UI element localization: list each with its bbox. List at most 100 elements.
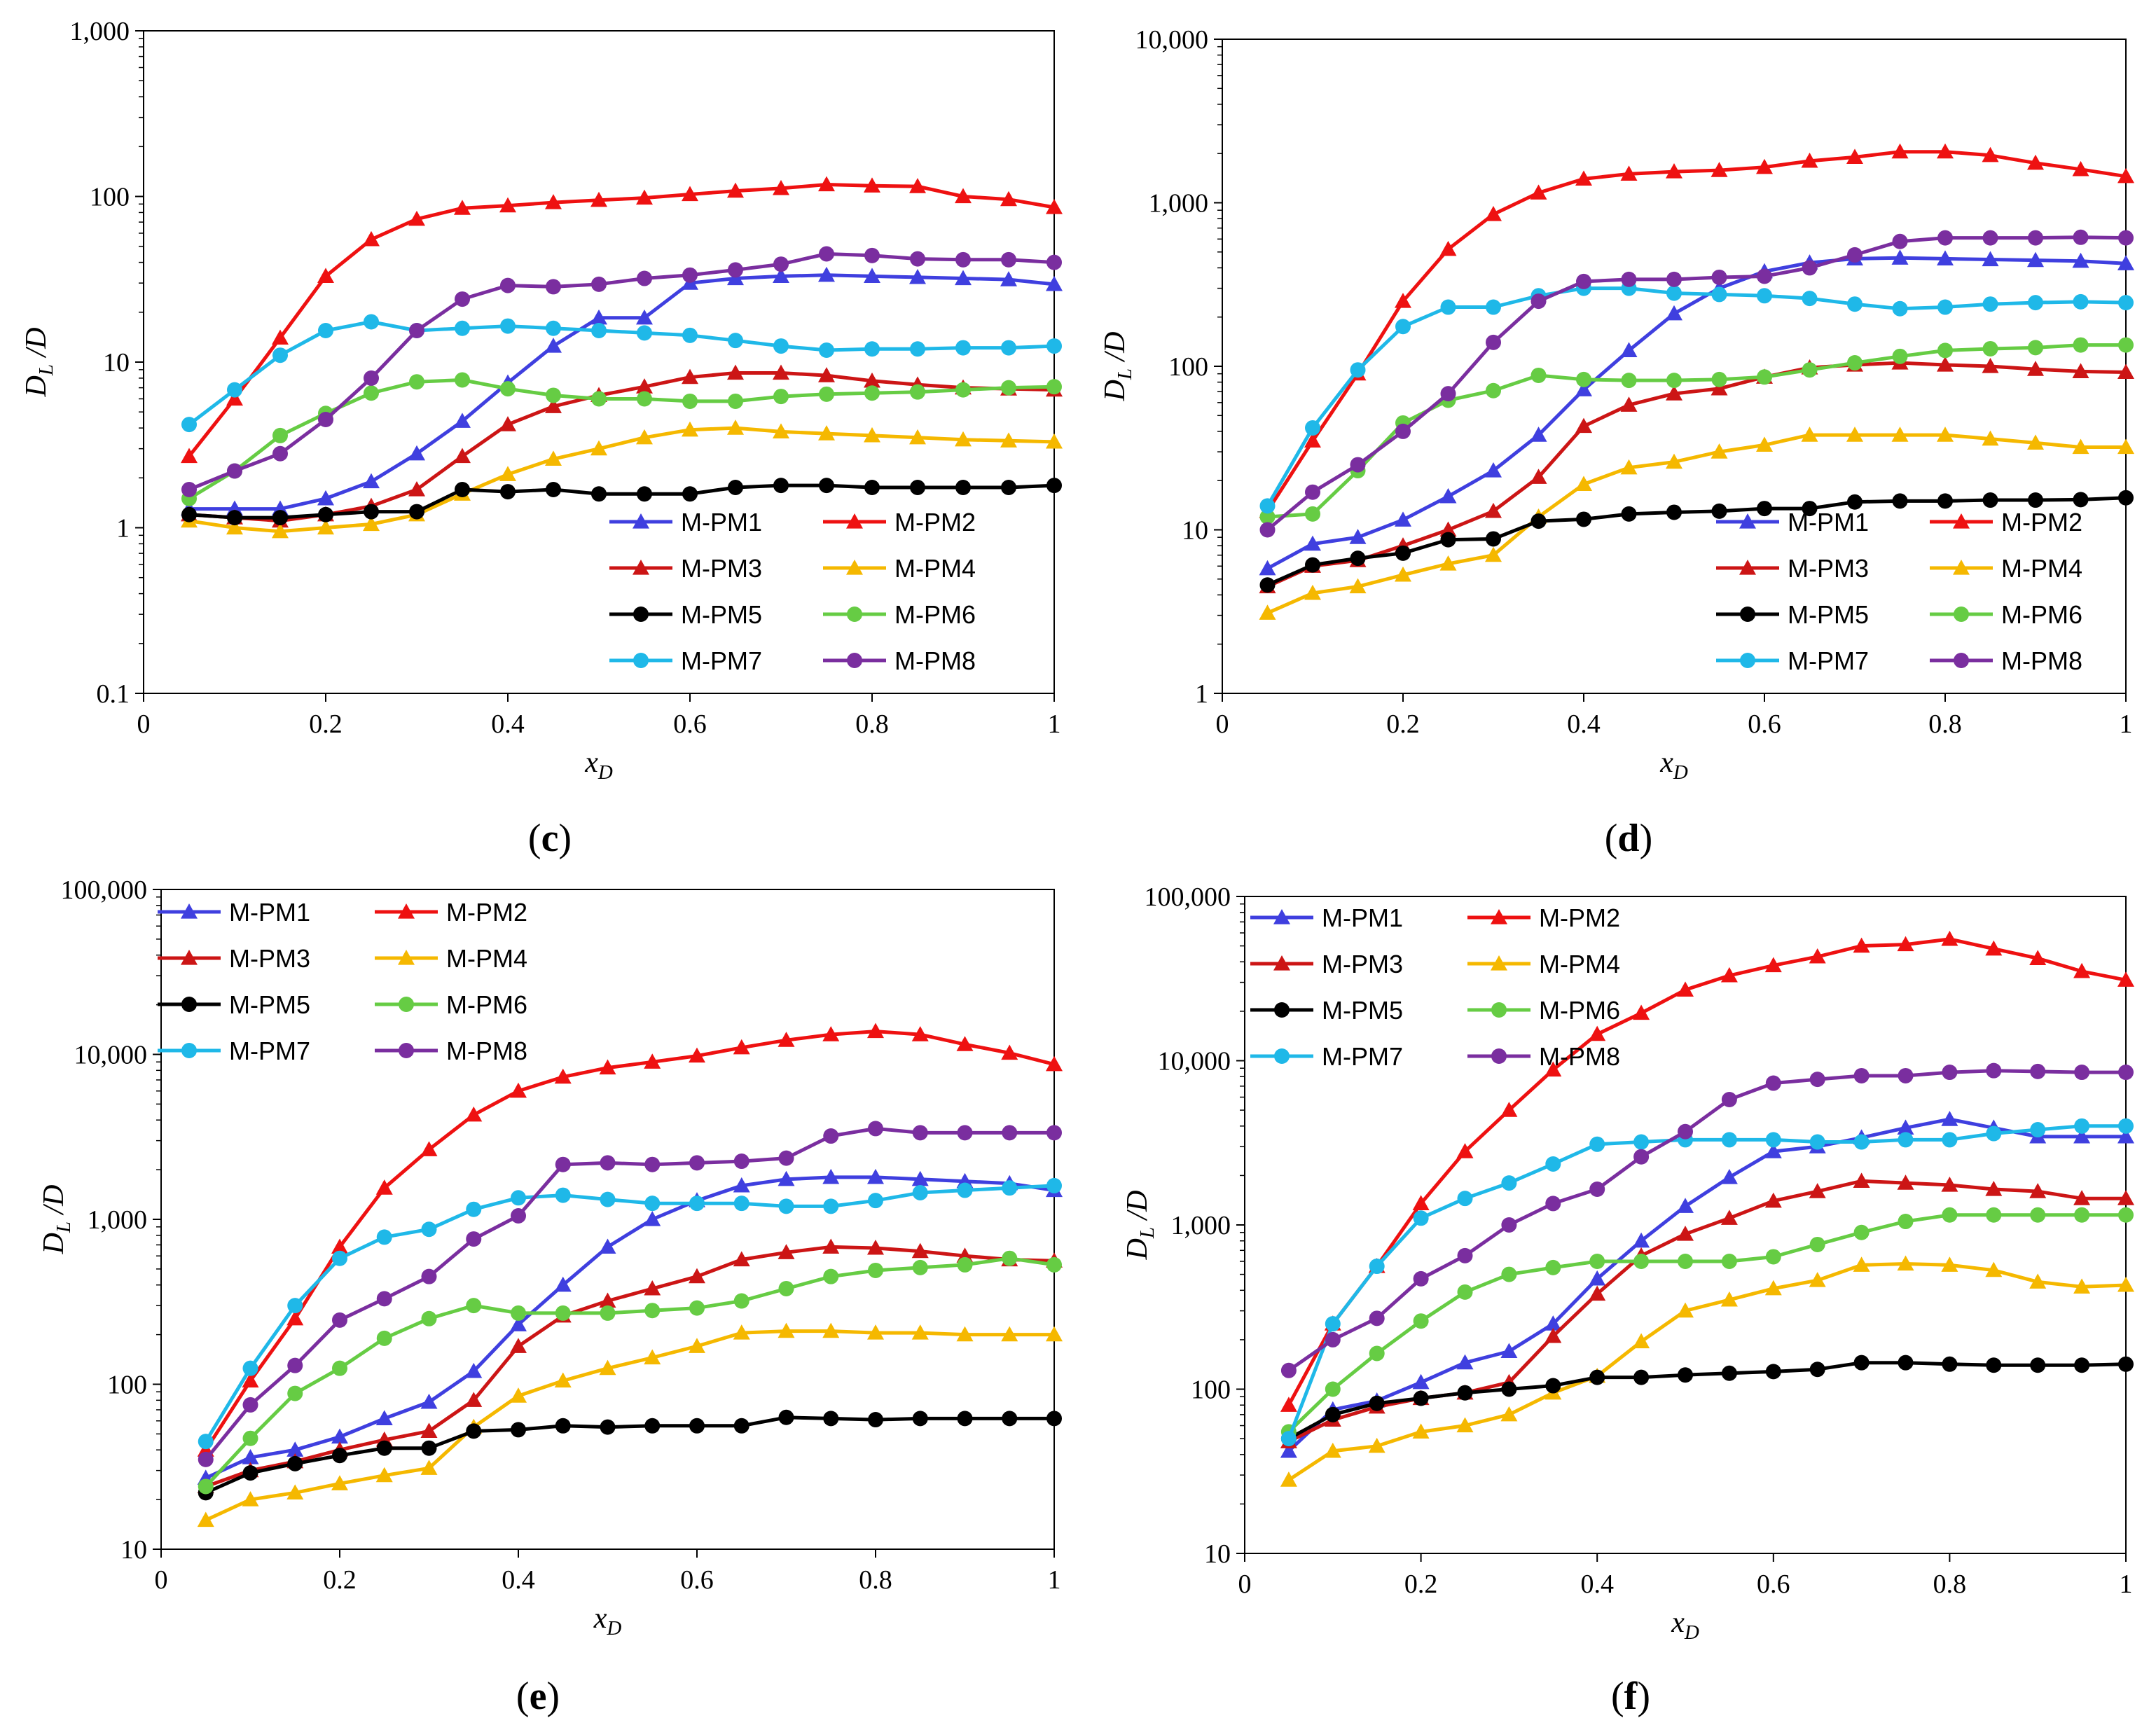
data-point xyxy=(363,230,380,247)
data-point xyxy=(421,1268,437,1284)
data-point xyxy=(590,309,607,325)
y-tick-label: 100 xyxy=(1168,352,1208,382)
data-point xyxy=(546,320,561,336)
legend-item: M-PM2 xyxy=(375,898,527,927)
series-line xyxy=(188,320,1055,427)
series-line xyxy=(1266,256,2127,570)
data-point xyxy=(1545,1327,1562,1343)
data-point xyxy=(226,390,243,406)
data-point xyxy=(1809,1134,1825,1150)
data-point xyxy=(2117,255,2134,270)
series-m-pm4 xyxy=(1259,427,2134,620)
data-point xyxy=(375,1410,393,1425)
data-point xyxy=(455,320,470,336)
data-point xyxy=(1530,293,1547,310)
data-point xyxy=(867,1168,884,1184)
data-point xyxy=(2027,154,2044,170)
data-point xyxy=(1046,1177,1062,1193)
legend-marker xyxy=(1954,607,1969,622)
data-point xyxy=(1439,521,1457,537)
data-point xyxy=(2072,438,2089,455)
data-point xyxy=(1046,275,1063,291)
data-point xyxy=(1633,1254,1650,1270)
legend-item: M-PM7 xyxy=(1250,1042,1403,1071)
legend-item: M-PM4 xyxy=(823,554,976,583)
data-point xyxy=(1259,604,1276,620)
data-point xyxy=(500,277,516,293)
legend-label: M-PM8 xyxy=(894,646,976,675)
data-point xyxy=(226,519,243,535)
data-point xyxy=(864,427,880,443)
data-point xyxy=(1937,356,1954,372)
data-point xyxy=(408,210,425,226)
data-point xyxy=(1937,230,1953,246)
data-point xyxy=(1666,285,1682,301)
y-tick-label: 1,000 xyxy=(70,17,130,46)
legend-item: M-PM6 xyxy=(1930,600,2082,629)
data-point xyxy=(1666,453,1682,469)
data-point xyxy=(272,347,288,363)
data-point xyxy=(822,1322,840,1338)
data-point xyxy=(1764,1192,1782,1208)
data-point xyxy=(599,1292,616,1308)
data-point xyxy=(910,480,925,496)
data-point xyxy=(1002,1125,1018,1141)
series-line xyxy=(188,183,1055,458)
data-point xyxy=(1802,260,1818,276)
data-point xyxy=(2118,295,2134,311)
data-point xyxy=(956,1326,974,1342)
data-point xyxy=(956,1036,974,1051)
data-point xyxy=(955,431,972,447)
series-m-pm6 xyxy=(1259,337,2134,525)
data-point xyxy=(455,291,470,307)
legend-label: M-PM5 xyxy=(1322,996,1403,1025)
data-point xyxy=(868,1412,883,1428)
data-point xyxy=(644,1053,661,1069)
data-point xyxy=(1941,1177,1958,1192)
data-point xyxy=(227,463,242,479)
legend-label: M-PM8 xyxy=(1539,1042,1620,1071)
data-point xyxy=(242,1430,258,1446)
data-point xyxy=(911,1026,929,1041)
data-point xyxy=(1325,1406,1341,1422)
data-point xyxy=(1937,342,1953,359)
legend-label: M-PM3 xyxy=(681,554,762,583)
legend-marker xyxy=(398,903,415,919)
data-point xyxy=(1046,254,1062,270)
data-point xyxy=(2028,230,2043,246)
data-point xyxy=(1891,427,1909,442)
data-point xyxy=(421,1221,437,1238)
x-axis-label: xD xyxy=(1659,747,1688,784)
legend-label: M-PM1 xyxy=(681,508,762,536)
data-point xyxy=(1575,170,1592,186)
series-line xyxy=(205,1245,1055,1488)
legend-label: M-PM2 xyxy=(2001,508,2082,536)
y-tick-label: 1,000 xyxy=(1171,1211,1231,1240)
data-point xyxy=(1620,165,1638,181)
y-tick-label: 10,000 xyxy=(1158,1047,1231,1076)
data-point xyxy=(555,1305,571,1321)
data-point xyxy=(1325,1331,1341,1348)
data-point xyxy=(286,1484,304,1499)
data-point xyxy=(2117,167,2134,183)
data-point xyxy=(1413,1313,1429,1329)
x-tick-label: 0.2 xyxy=(309,709,343,739)
data-point xyxy=(910,341,925,357)
data-point xyxy=(454,448,471,464)
legend: M-PM1 M-PM2 M-PM3 M-PM4 M-PM5 M-PM6 M-PM7 M-PM8 xyxy=(1716,508,2082,675)
legend-marker xyxy=(633,560,649,575)
data-point xyxy=(1500,1102,1518,1117)
legend-marker xyxy=(1740,653,1755,668)
legend-label: M-PM2 xyxy=(446,898,527,927)
data-point xyxy=(1413,1390,1429,1406)
data-point xyxy=(420,1141,438,1156)
data-point xyxy=(1440,299,1456,315)
data-point xyxy=(421,1310,437,1326)
data-point xyxy=(1545,1061,1562,1077)
data-point xyxy=(1575,381,1592,396)
data-point xyxy=(1937,143,1954,159)
data-point xyxy=(181,506,197,522)
data-point xyxy=(375,1467,393,1483)
data-point xyxy=(1046,379,1062,395)
data-point xyxy=(1457,1385,1473,1401)
